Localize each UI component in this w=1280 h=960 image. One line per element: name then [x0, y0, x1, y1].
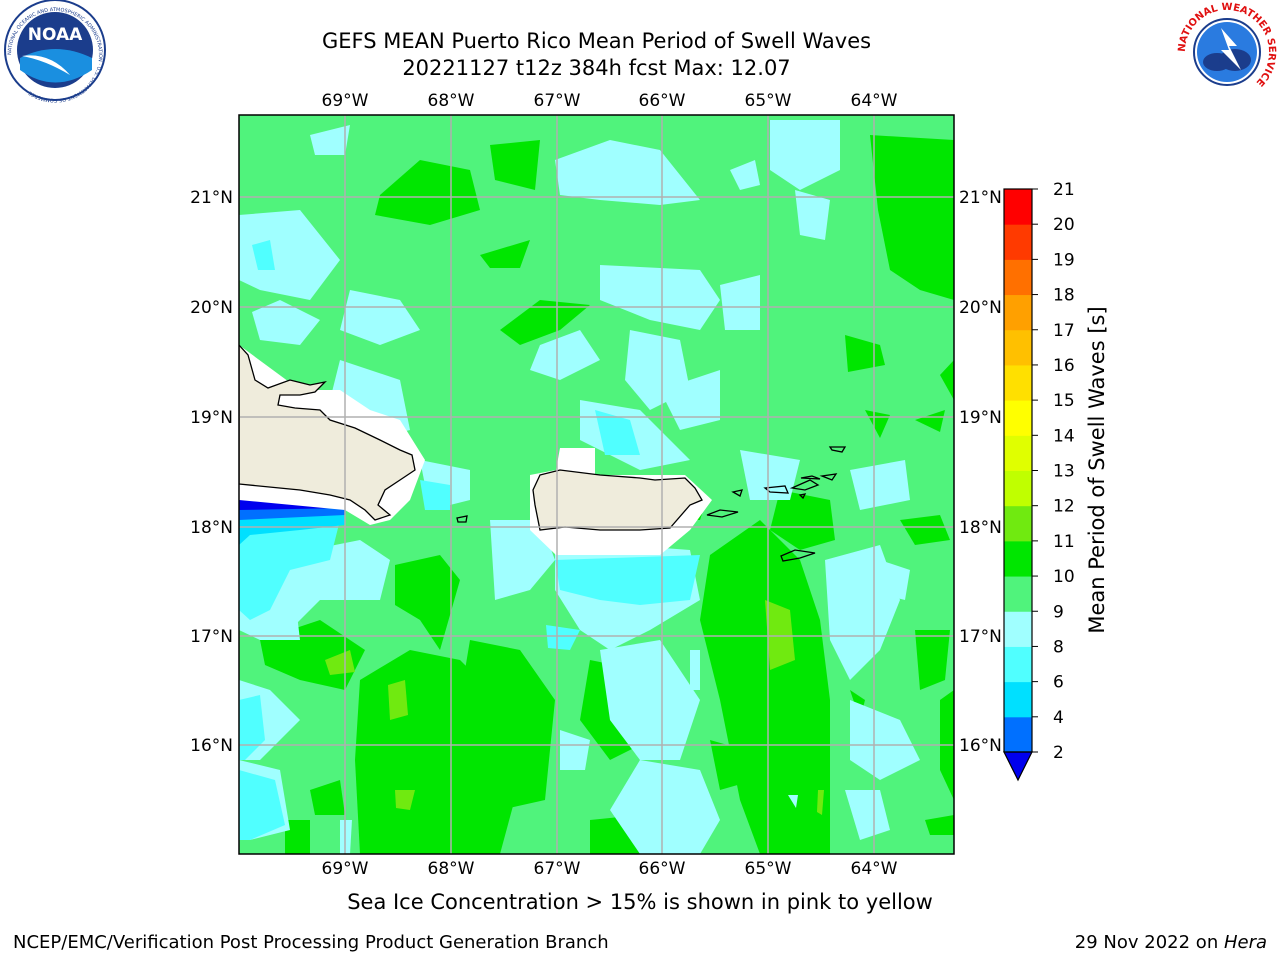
footer-machine: Hera	[1223, 932, 1267, 953]
colorbar-segment	[1004, 681, 1032, 718]
colorbar-segment	[1004, 540, 1032, 577]
lon-tick-label: 66°W	[639, 859, 686, 879]
lon-ticks-bottom: 69°W 68°W 67°W 66°W 65°W 64°W	[322, 859, 898, 879]
map-plot-area	[239, 115, 954, 854]
colorbar-tick-label: 20	[1053, 215, 1075, 235]
colorbar-segment	[1004, 470, 1032, 507]
land-hispaniola	[239, 344, 416, 521]
lat-tick-label: 16°N	[959, 736, 1002, 756]
chart-subtitle: 20221127 t12z 384h fcst Max: 12.07	[402, 56, 791, 80]
lon-tick-label: 69°W	[322, 859, 369, 879]
lon-tick-label: 64°W	[851, 859, 898, 879]
colorbar-tick-label: 15	[1053, 391, 1075, 411]
swell-field-11-12	[325, 600, 824, 815]
colorbar-tick-label: 16	[1053, 356, 1075, 376]
lat-tick-label: 19°N	[190, 408, 233, 428]
colorbar-tick-label: 4	[1053, 708, 1064, 728]
lat-tick-label: 17°N	[959, 627, 1002, 647]
colorbar-segment	[1004, 224, 1032, 260]
noaa-logo: NOAA NATIONAL OCEANIC AND ATMOSPHERIC AD…	[4, 0, 106, 103]
footer-credit: NCEP/EMC/Verification Post Processing Pr…	[13, 932, 609, 953]
lat-ticks-left: 21°N 20°N 19°N 18°N 17°N 16°N	[190, 188, 233, 756]
swell-field-6-8	[239, 240, 700, 840]
swell-field-8-9	[239, 120, 920, 854]
lon-tick-label: 67°W	[534, 91, 581, 111]
colorbar-tick-label: 12	[1053, 497, 1075, 517]
colorbar-tick-label: 8	[1053, 637, 1064, 657]
lon-tick-label: 68°W	[428, 91, 475, 111]
lat-tick-label: 16°N	[190, 736, 233, 756]
colorbar-segment	[1004, 400, 1032, 436]
colorbar-tick-label: 2	[1053, 743, 1064, 763]
colorbar-segment	[1004, 716, 1032, 753]
colorbar-tick-label: 10	[1053, 567, 1075, 587]
chart-title: GEFS MEAN Puerto Rico Mean Period of Swe…	[321, 29, 872, 53]
lat-ticks-right: 21°N 20°N 19°N 18°N 17°N 16°N	[959, 188, 1002, 756]
colorbar-tick-label: 17	[1053, 321, 1075, 341]
lon-tick-label: 65°W	[745, 91, 792, 111]
colorbar-tick-label: 14	[1053, 426, 1075, 446]
colorbar-tick-label: 18	[1053, 286, 1075, 306]
colorbar-under-triangle	[1003, 751, 1033, 782]
colorbar-label: Mean Period of Swell Waves [s]	[1085, 306, 1109, 634]
lat-tick-label: 20°N	[190, 298, 233, 318]
colorbar-segment	[1004, 611, 1032, 647]
colorbar-segment	[1004, 435, 1032, 471]
colorbar-tick-label: 13	[1053, 462, 1075, 482]
colorbar-tick-label: 6	[1053, 673, 1064, 693]
nws-logo: NATIONAL WEATHER SERVICE	[1177, 2, 1277, 98]
lon-tick-label: 66°W	[639, 91, 686, 111]
sea-ice-note: Sea Ice Concentration > 15% is shown in …	[347, 890, 933, 914]
graticule	[239, 115, 954, 854]
lat-tick-label: 18°N	[190, 518, 233, 538]
map-frame	[238, 114, 955, 855]
lat-tick-label: 21°N	[959, 188, 1002, 208]
colorbar-tick-label: 11	[1053, 532, 1075, 552]
colorbar	[1003, 188, 1038, 782]
lon-tick-label: 69°W	[322, 91, 369, 111]
colorbar-tick-label: 19	[1053, 250, 1075, 270]
colorbar-segment	[1004, 259, 1032, 296]
lon-ticks-top: 69°W 68°W 67°W 66°W 65°W 64°W	[322, 91, 898, 111]
colorbar-segment	[1004, 364, 1032, 401]
lat-tick-label: 21°N	[190, 188, 233, 208]
colorbar-segment	[1004, 646, 1032, 683]
lon-tick-label: 68°W	[428, 859, 475, 879]
lon-tick-label: 64°W	[851, 91, 898, 111]
lat-tick-label: 20°N	[959, 298, 1002, 318]
land-puerto-rico	[532, 469, 703, 531]
footer-date: 29 Nov 2022 on Hera	[1075, 932, 1267, 953]
coast-islands	[456, 446, 847, 562]
colorbar-segment	[1004, 329, 1032, 366]
noaa-logo-text: NOAA	[28, 25, 83, 45]
lat-tick-label: 17°N	[190, 627, 233, 647]
lat-tick-label: 19°N	[959, 408, 1002, 428]
footer-date-text: 29 Nov 2022 on	[1074, 932, 1224, 953]
colorbar-segment	[1004, 294, 1032, 331]
lon-tick-label: 67°W	[534, 859, 581, 879]
colorbar-tick-label: 9	[1053, 602, 1064, 622]
colorbar-segment	[1004, 189, 1032, 225]
lat-tick-label: 18°N	[959, 518, 1002, 538]
colorbar-tick-label: 21	[1053, 180, 1075, 200]
colorbar-tick-labels: 2 4 6 8 9 10 11 12 13 14 15 16 17 18 19 20 21	[1053, 180, 1075, 763]
lon-tick-label: 65°W	[745, 859, 792, 879]
colorbar-segment	[1004, 576, 1032, 612]
colorbar-segment	[1004, 505, 1032, 542]
